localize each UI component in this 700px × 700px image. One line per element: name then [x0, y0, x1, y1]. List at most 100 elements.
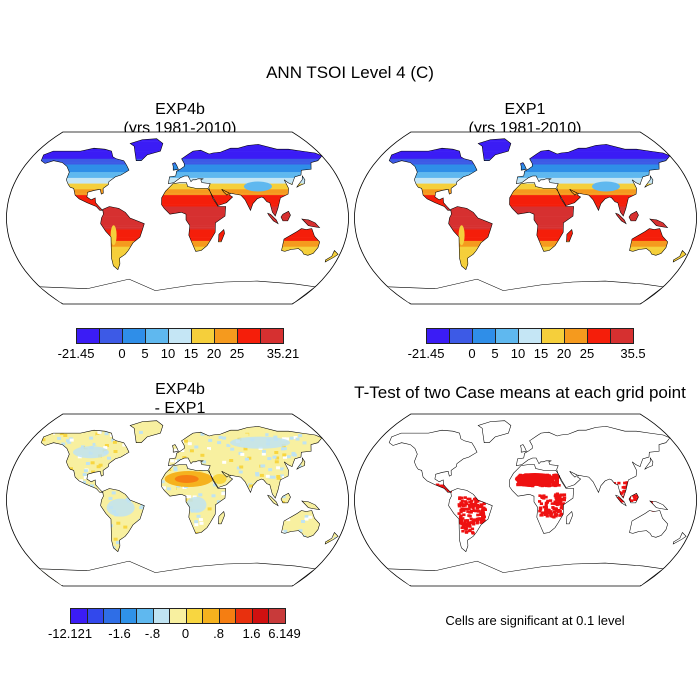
significant-cell — [473, 518, 477, 522]
diff-cell — [189, 446, 194, 450]
diff-cell — [67, 440, 72, 444]
temperature-band — [387, 210, 687, 213]
coastline — [649, 218, 669, 228]
significant-cell — [557, 484, 561, 487]
significant-cell — [462, 513, 466, 517]
coastline — [280, 210, 291, 222]
antarctica-coastline — [387, 560, 664, 586]
diff-cell — [49, 437, 54, 441]
temperature-band — [387, 206, 687, 209]
diff-cell — [226, 443, 231, 447]
diff-cell — [283, 455, 287, 459]
colorbar-tick-label: -21.45 — [407, 346, 445, 361]
significant-cell — [475, 520, 480, 523]
significant-cell — [560, 502, 564, 506]
diff-cell — [293, 436, 298, 440]
diff-cell — [12, 558, 16, 561]
colorbar-tick-label: 5 — [491, 346, 499, 361]
diff-cell — [19, 446, 23, 449]
coastline — [168, 144, 323, 217]
diff-cell — [211, 455, 216, 459]
significant-cell — [482, 502, 486, 506]
significant-cell — [441, 484, 445, 488]
significant-cell — [481, 518, 485, 521]
diff-cell — [181, 440, 186, 444]
temperature-band — [387, 200, 687, 203]
significant-cell — [544, 511, 548, 515]
significant-cell — [467, 504, 471, 507]
diff-cell — [334, 546, 339, 550]
colorbar-swatch — [99, 328, 123, 344]
temperature-band — [39, 202, 339, 205]
diff-cell — [282, 453, 287, 457]
significant-cell — [468, 505, 472, 509]
significant-cell — [461, 529, 465, 533]
significant-cell — [539, 514, 543, 517]
temperature-band — [39, 206, 339, 209]
antarctica-coastline — [39, 560, 316, 586]
colorbar-tick-label: 15 — [533, 346, 549, 361]
diff-cell — [255, 471, 260, 475]
coastline — [267, 212, 279, 225]
diff-cell — [9, 533, 13, 536]
diff-cell — [280, 474, 284, 478]
coastline — [100, 488, 145, 553]
coastline — [161, 464, 226, 534]
significant-cell — [472, 522, 476, 526]
significant-cell — [544, 503, 548, 507]
significant-cell — [625, 481, 629, 484]
temperature-band — [387, 294, 687, 297]
diff-cell — [276, 475, 281, 478]
significant-cell — [460, 496, 464, 500]
colorbar-tick-label: 35.5 — [620, 346, 646, 361]
diff-cell — [83, 476, 88, 480]
diff-cell — [69, 467, 73, 471]
diff-cell — [82, 480, 86, 484]
diff-cell — [10, 545, 14, 548]
significant-cell — [542, 505, 546, 509]
temperature-band — [387, 204, 687, 207]
significant-cell — [552, 507, 556, 511]
coastline — [509, 464, 574, 534]
diff-cell — [14, 450, 18, 453]
significant-cell — [554, 514, 558, 518]
diff-cell — [286, 518, 291, 522]
coastline — [448, 488, 493, 553]
significant-cell — [539, 483, 543, 487]
diff-cell — [108, 496, 113, 500]
diff-cell — [18, 435, 22, 438]
significant-cell — [444, 487, 448, 491]
diff-cell — [331, 534, 336, 538]
map-difference — [6, 413, 350, 587]
diff-cell — [192, 517, 197, 521]
coastline — [280, 492, 291, 504]
temperature-band — [387, 158, 687, 161]
diff-cell — [255, 473, 260, 477]
significant-cell — [525, 483, 529, 487]
significant-cell — [463, 496, 467, 499]
significant-cell — [468, 510, 473, 514]
figure-title: ANN TSOI Level 4 (C) — [266, 63, 434, 82]
significant-cell — [548, 482, 552, 485]
panel-d-title: T-Test of two Case means at each grid po… — [354, 383, 686, 402]
diff-cell — [271, 475, 276, 479]
coastline — [672, 250, 687, 263]
significant-cell — [559, 499, 563, 502]
temperature-band — [39, 174, 339, 177]
diff-cell — [268, 433, 273, 437]
diff-cell — [85, 462, 90, 465]
coastline — [221, 471, 231, 478]
diff-cell — [204, 513, 209, 517]
andes-cool-region — [110, 225, 117, 246]
colorbar-swatch — [152, 608, 170, 624]
diff-cell — [236, 466, 241, 470]
diff-cell — [284, 474, 289, 478]
diff-cell — [127, 515, 132, 519]
diff-cell — [348, 434, 350, 437]
significant-cell — [553, 483, 557, 486]
colorbar-swatch — [251, 608, 269, 624]
significant-cell — [560, 505, 564, 509]
diff-cell — [92, 442, 97, 446]
diff-cell — [275, 456, 280, 460]
coastline — [628, 210, 639, 222]
